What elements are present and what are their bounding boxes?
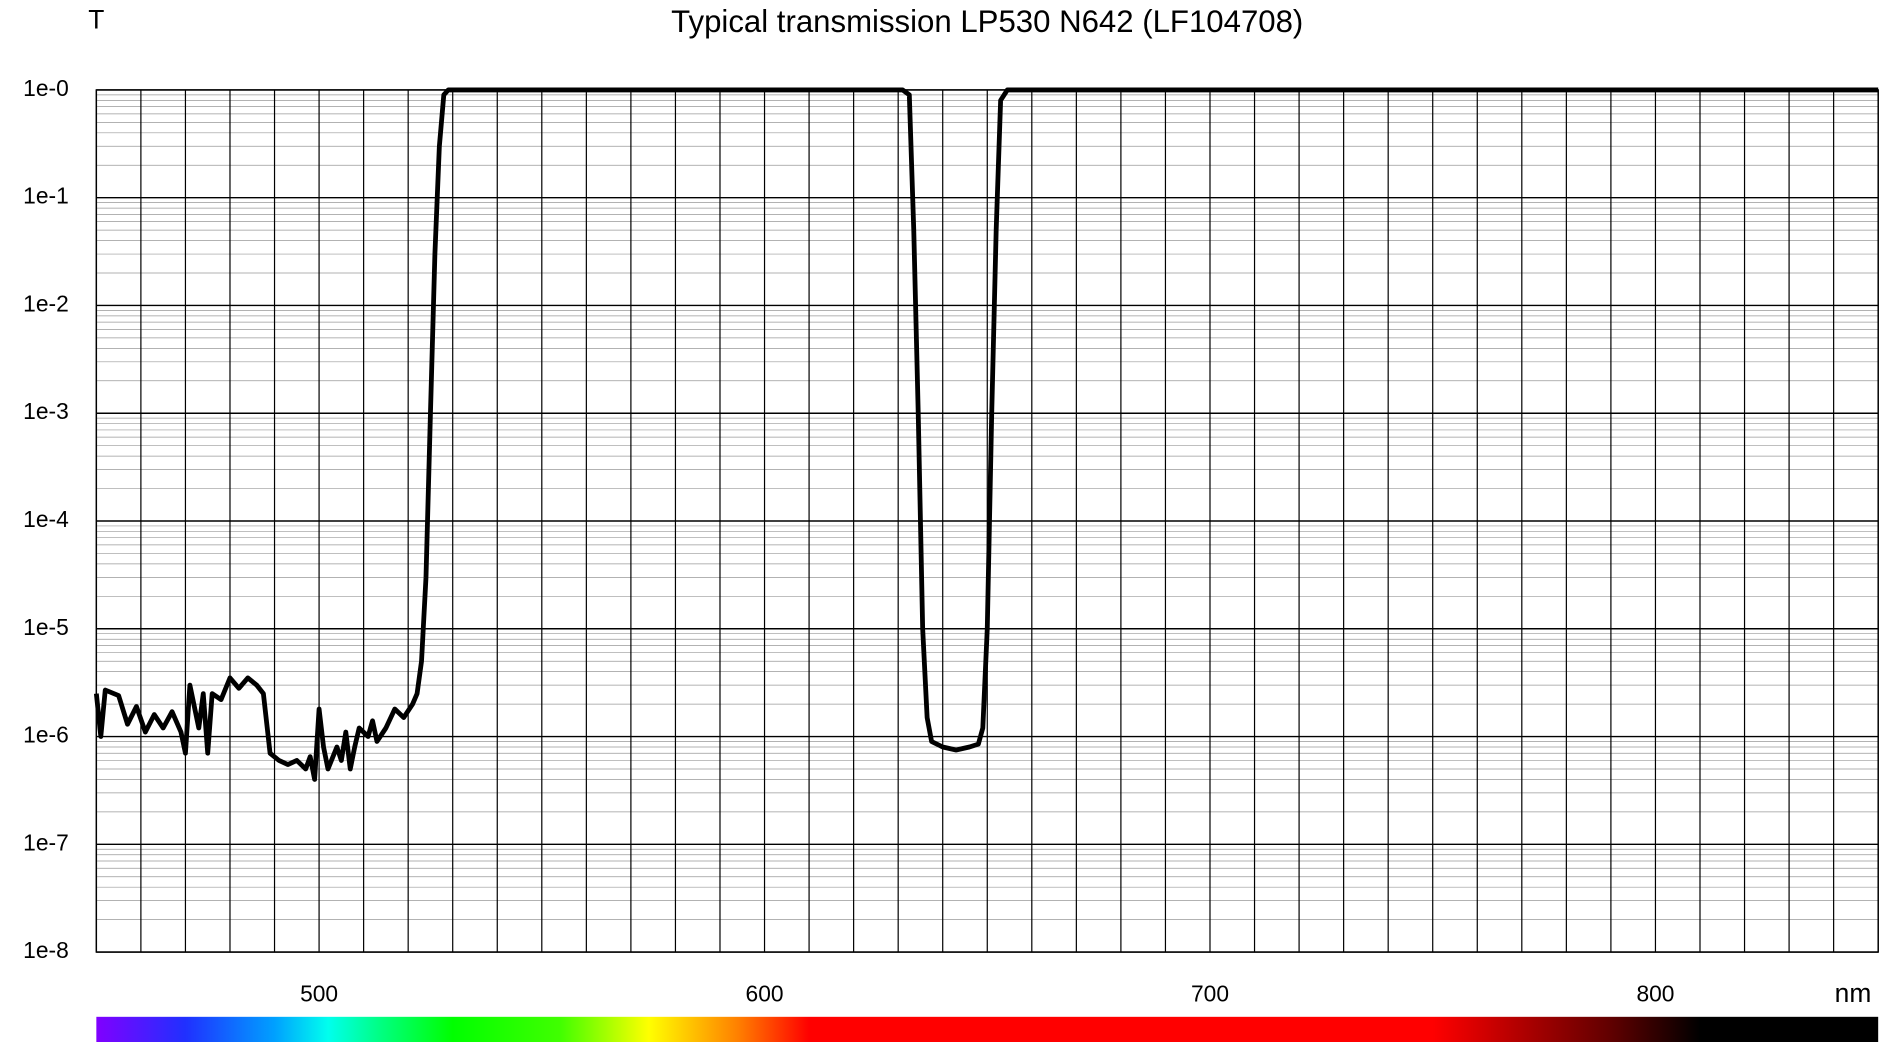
y-tick-label: 1e-6 bbox=[23, 722, 69, 748]
y-tick-label: 1e-2 bbox=[23, 290, 69, 316]
y-tick-label: 1e-0 bbox=[23, 75, 69, 101]
series-line bbox=[93, 87, 1879, 782]
x-tick-label: 500 bbox=[300, 980, 338, 1006]
spectrum-bar bbox=[96, 1016, 1879, 1042]
y-tick-label: 1e-8 bbox=[23, 937, 69, 963]
y-tick-label: 1e-1 bbox=[23, 183, 69, 209]
y-tick-label: 1e-3 bbox=[23, 398, 69, 424]
y-axis-label: T bbox=[88, 5, 104, 35]
x-axis-label: nm bbox=[1835, 978, 1872, 1008]
chart-title: Typical transmission LP530 N642 (LF10470… bbox=[671, 4, 1303, 39]
y-tick-label: 1e-4 bbox=[23, 506, 69, 532]
x-tick-label: 800 bbox=[1636, 980, 1674, 1006]
y-tick-label: 1e-7 bbox=[23, 829, 69, 855]
y-tick-label: 1e-5 bbox=[23, 614, 69, 640]
plot-frame bbox=[95, 89, 1879, 953]
x-tick-label: 600 bbox=[746, 980, 784, 1006]
x-tick-label: 700 bbox=[1191, 980, 1229, 1006]
